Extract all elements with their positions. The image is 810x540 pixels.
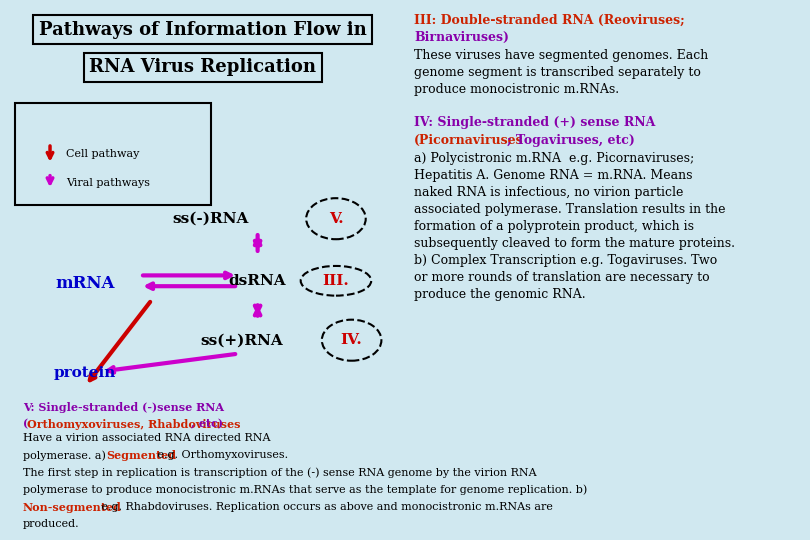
- Text: Have a virion associated RNA directed RNA: Have a virion associated RNA directed RN…: [23, 433, 270, 443]
- Text: ss(+)RNA: ss(+)RNA: [201, 333, 284, 347]
- Text: Non-segmented: Non-segmented: [23, 502, 122, 513]
- Text: IV.: IV.: [341, 333, 363, 347]
- Text: a) Polycistronic m.RNA  e.g. Picornaviruses;
Hepatitis A. Genome RNA = m.RNA. Me: a) Polycistronic m.RNA e.g. Picornavirus…: [414, 152, 735, 301]
- Text: The first step in replication is transcription of the (-) sense RNA genome by th: The first step in replication is transcr…: [23, 468, 536, 478]
- Text: produced.: produced.: [23, 519, 79, 530]
- Text: Viral pathways: Viral pathways: [66, 178, 150, 187]
- Text: Orthomyxoviruses, Rhabdoviruses: Orthomyxoviruses, Rhabdoviruses: [27, 418, 240, 429]
- Text: dsRNA: dsRNA: [228, 274, 287, 288]
- Text: Birnaviruses): Birnaviruses): [414, 31, 509, 44]
- Text: IV: Single-stranded (+) sense RNA: IV: Single-stranded (+) sense RNA: [414, 116, 655, 129]
- Text: mRNA: mRNA: [56, 275, 115, 292]
- Text: III: Double-stranded RNA (Reoviruses;: III: Double-stranded RNA (Reoviruses;: [414, 14, 685, 26]
- Text: Pathways of Information Flow in: Pathways of Information Flow in: [39, 21, 367, 39]
- Text: protein: protein: [54, 366, 117, 380]
- FancyBboxPatch shape: [15, 103, 211, 205]
- Text: V.: V.: [329, 212, 343, 226]
- Text: V: Single-stranded (-)sense RNA: V: Single-stranded (-)sense RNA: [23, 402, 224, 413]
- Text: RNA Virus Replication: RNA Virus Replication: [89, 58, 316, 77]
- Text: III.: III.: [322, 274, 349, 288]
- Text: ; Togaviruses, etc): ; Togaviruses, etc): [507, 134, 634, 147]
- Text: These viruses have segmented genomes. Each
genome segment is transcribed separat: These viruses have segmented genomes. Ea…: [414, 49, 709, 96]
- Text: e.g. Orthomyxoviruses.: e.g. Orthomyxoviruses.: [154, 450, 288, 461]
- Text: e.g. Rhabdoviruses. Replication occurs as above and monocistronic m.RNAs are: e.g. Rhabdoviruses. Replication occurs a…: [98, 502, 552, 512]
- Text: Segmented: Segmented: [106, 450, 177, 461]
- Text: polymerase. a): polymerase. a): [23, 450, 109, 461]
- Text: , etc): , etc): [191, 418, 223, 429]
- Text: polymerase to produce monocistronic m.RNAs that serve as the template for genome: polymerase to produce monocistronic m.RN…: [23, 485, 587, 496]
- Text: (Picornaviruses: (Picornaviruses: [414, 134, 524, 147]
- Text: (: (: [23, 418, 28, 429]
- Text: Cell pathway: Cell pathway: [66, 149, 139, 159]
- Text: ss(-)RNA: ss(-)RNA: [173, 212, 249, 226]
